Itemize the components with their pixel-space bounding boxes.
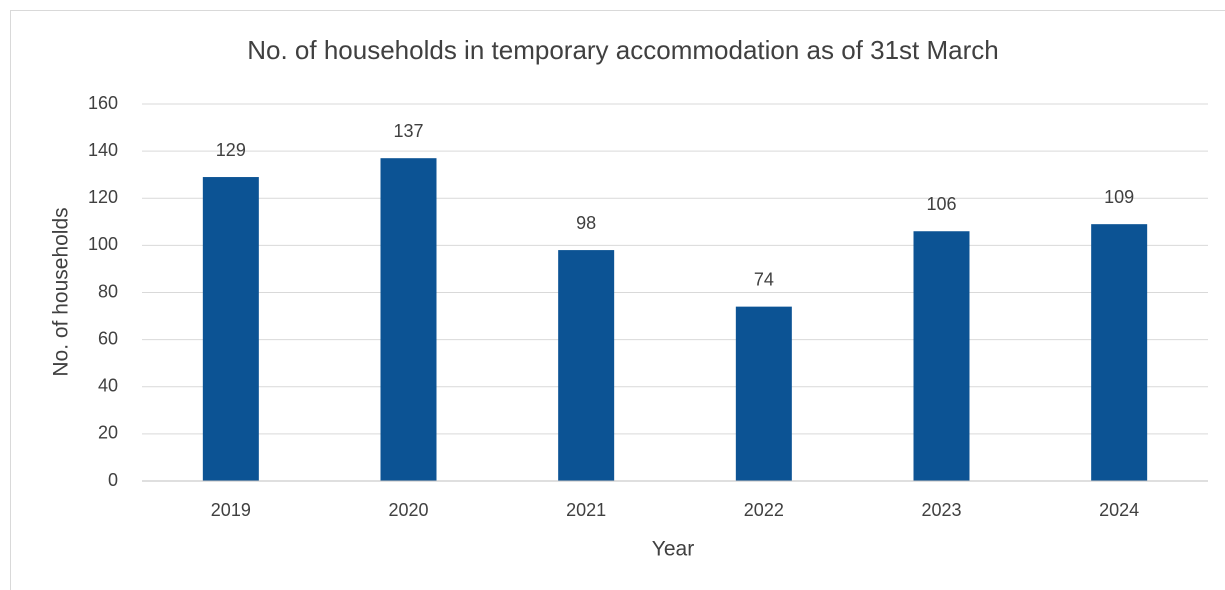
y-tick-label: 60: [98, 328, 118, 348]
y-tick-label: 20: [98, 423, 118, 443]
data-label: 98: [576, 213, 596, 233]
bar: [735, 306, 792, 481]
y-tick-label: 120: [88, 187, 118, 207]
y-axis-label: No. of households: [50, 207, 73, 376]
y-tick-label: 100: [88, 234, 118, 254]
x-tick-label: 2020: [388, 500, 428, 520]
x-tick-label: 2022: [744, 500, 784, 520]
chart-title: No. of households in temporary accommoda…: [247, 35, 999, 65]
data-label: 109: [1104, 187, 1134, 207]
x-tick-label: 2021: [566, 500, 606, 520]
bar: [558, 250, 615, 481]
data-label: 106: [926, 194, 956, 214]
bar: [202, 177, 259, 481]
chart-frame: [10, 10, 1225, 590]
x-tick-label: 2024: [1099, 500, 1139, 520]
data-label: 129: [216, 140, 246, 160]
y-tick-label: 140: [88, 140, 118, 160]
bar: [913, 231, 970, 481]
data-label: 137: [393, 121, 423, 141]
bar: [1091, 224, 1148, 481]
y-tick-label: 0: [108, 470, 118, 490]
x-axis-label: Year: [652, 538, 694, 561]
y-tick-label: 40: [98, 376, 118, 396]
y-tick-label: 160: [88, 93, 118, 113]
bar: [380, 158, 437, 481]
data-label: 74: [754, 269, 774, 289]
x-tick-label: 2023: [921, 500, 961, 520]
y-tick-label: 80: [98, 281, 118, 301]
x-tick-label: 2019: [211, 500, 251, 520]
